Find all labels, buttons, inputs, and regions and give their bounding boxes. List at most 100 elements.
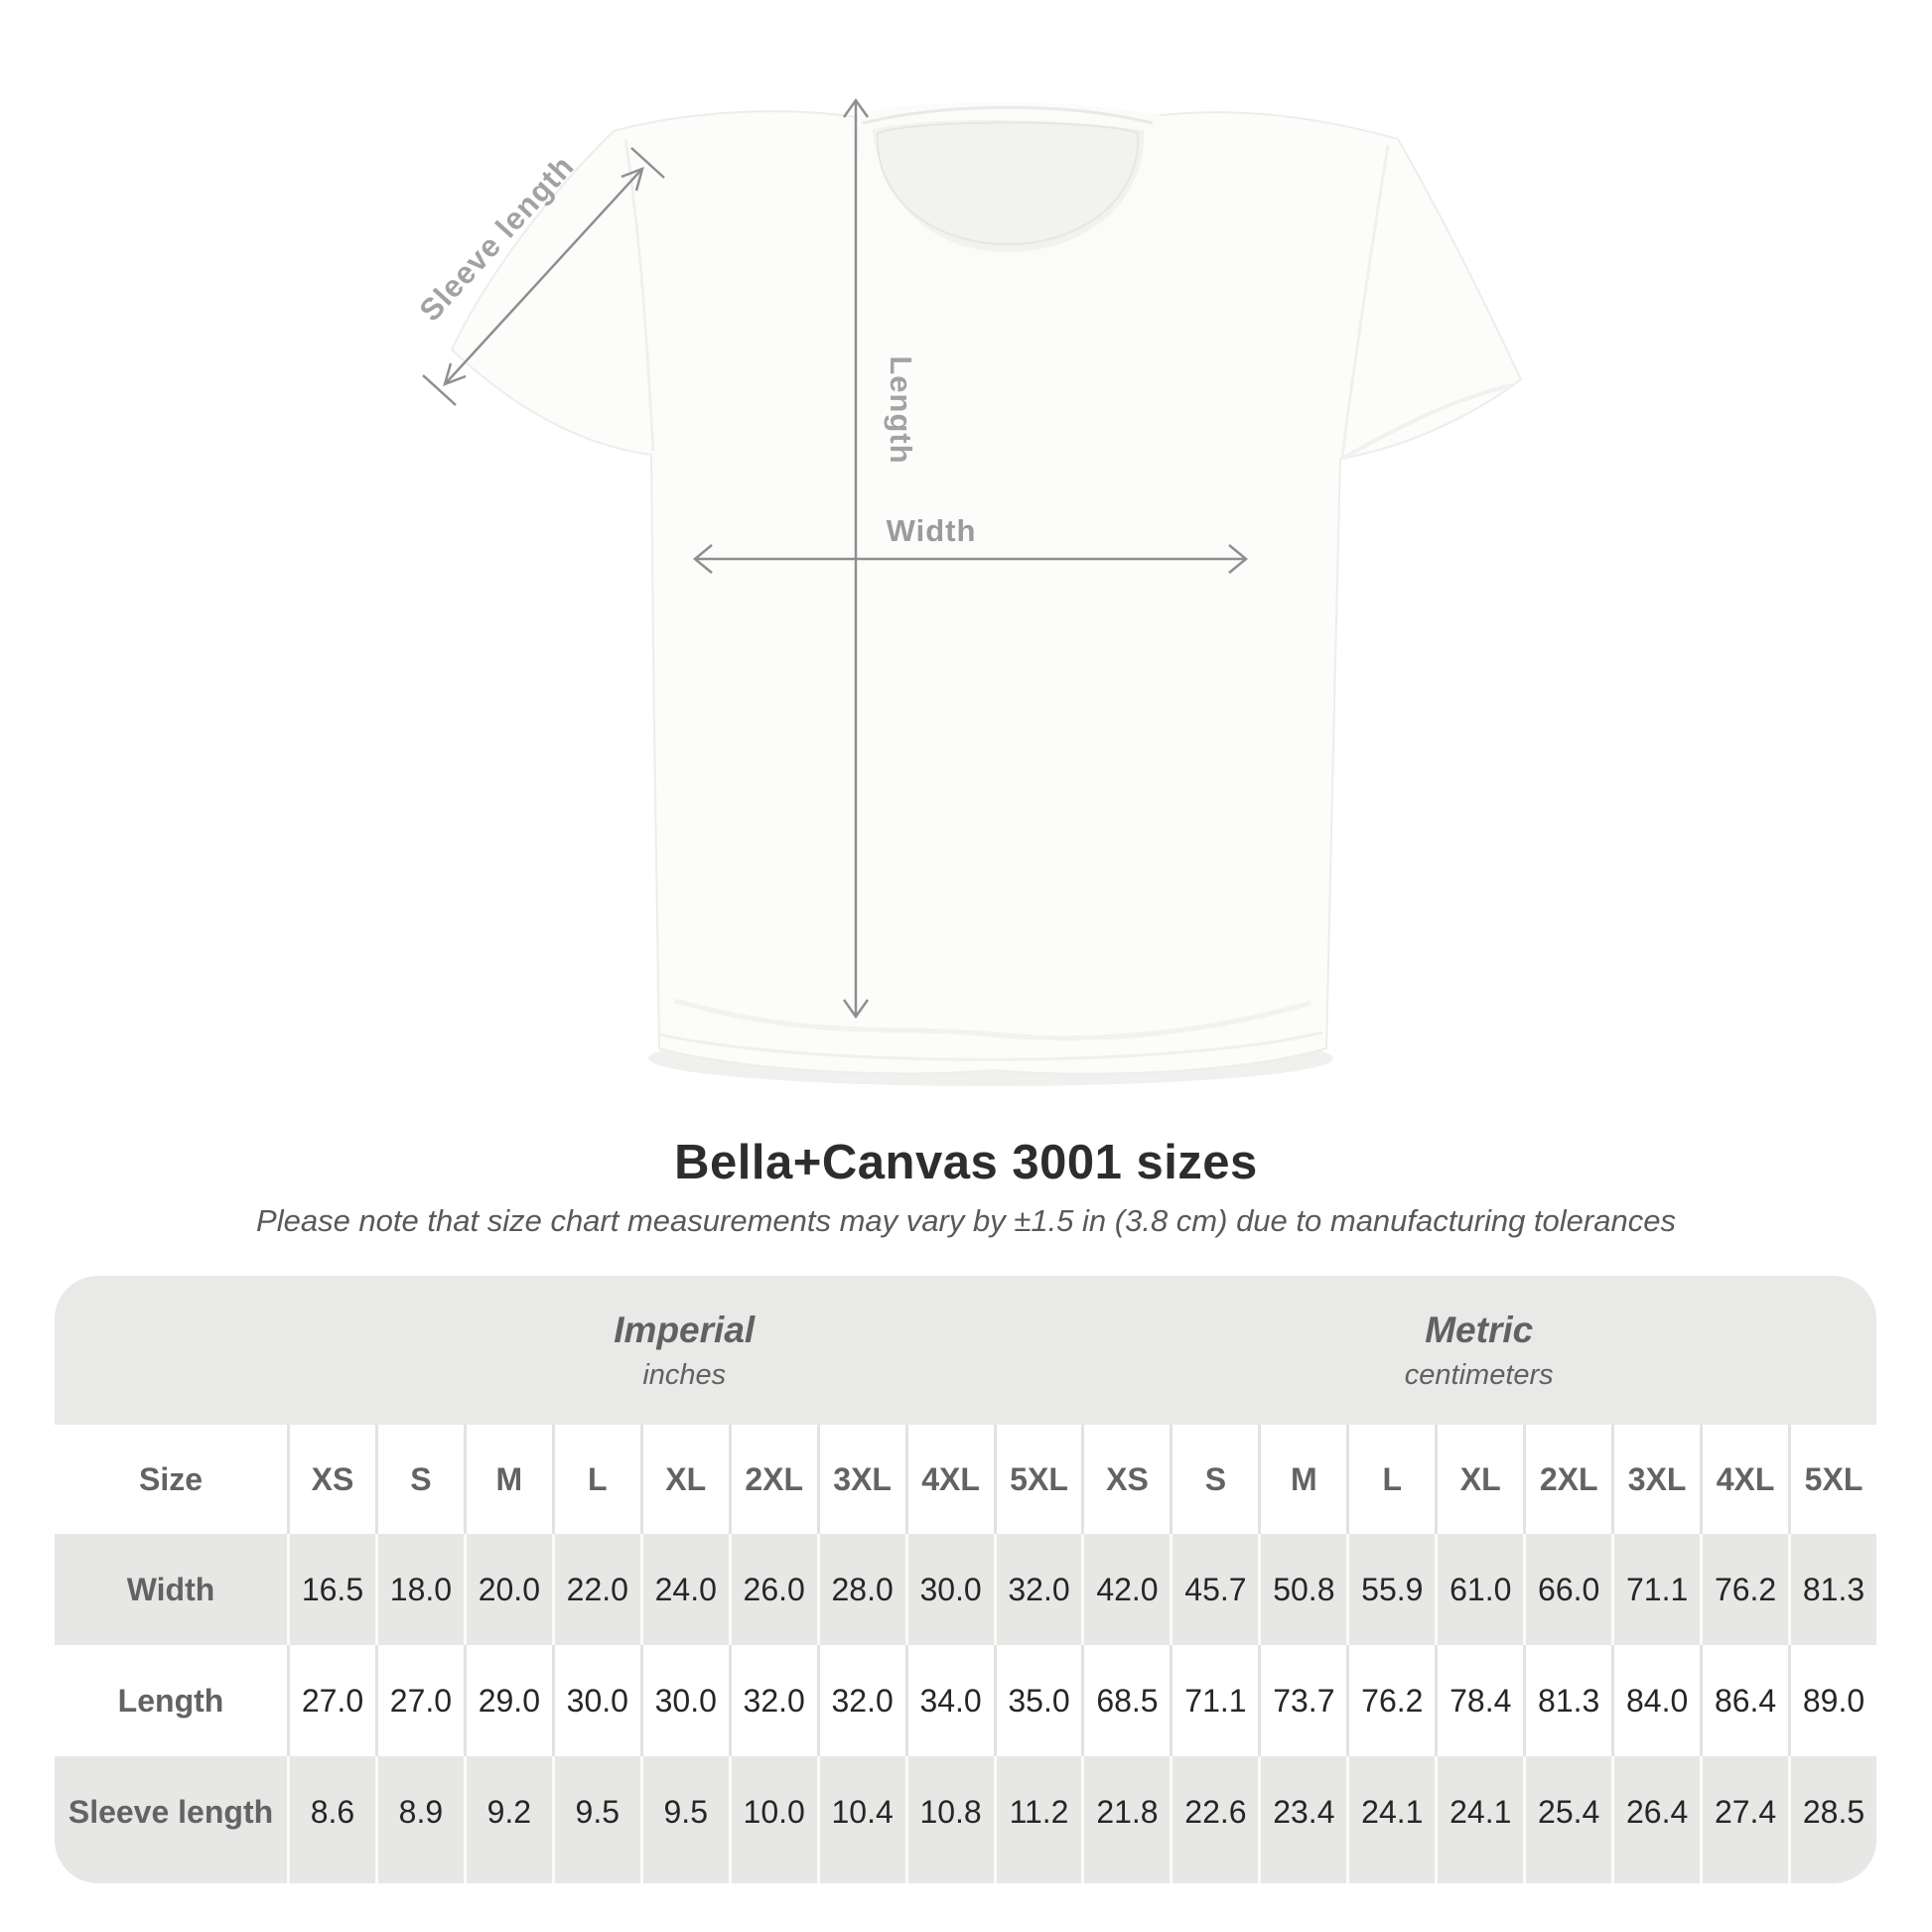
value-cell: 26.4 bbox=[1611, 1756, 1701, 1883]
unit-band-metric: Metric centimeters bbox=[1081, 1276, 1876, 1425]
page-title: Bella+Canvas 3001 sizes bbox=[674, 1136, 1258, 1189]
value-cell: 81.3 bbox=[1523, 1645, 1612, 1756]
hem-fold bbox=[674, 998, 1311, 1041]
value-cell: 55.9 bbox=[1346, 1534, 1436, 1645]
value-cell: 66.0 bbox=[1523, 1534, 1612, 1645]
value-cell: 34.0 bbox=[904, 1645, 994, 1756]
value-cell: 61.0 bbox=[1435, 1534, 1524, 1645]
value-cell: 78.4 bbox=[1435, 1645, 1524, 1756]
value-cell: 8.6 bbox=[287, 1756, 375, 1883]
size-header: XL bbox=[639, 1425, 729, 1534]
value-cell: 45.7 bbox=[1170, 1534, 1259, 1645]
row-label: Length bbox=[55, 1645, 287, 1756]
value-cell: 10.8 bbox=[904, 1756, 994, 1883]
size-header: 2XL bbox=[1523, 1425, 1612, 1534]
right-sleeve-seam bbox=[1340, 144, 1390, 458]
size-header: 3XL bbox=[816, 1425, 905, 1534]
value-cell: 16.5 bbox=[287, 1534, 375, 1645]
value-cell: 28.0 bbox=[816, 1534, 905, 1645]
value-cell: 76.2 bbox=[1700, 1534, 1789, 1645]
size-header: 3XL bbox=[1611, 1425, 1701, 1534]
size-header: 5XL bbox=[993, 1425, 1082, 1534]
imperial-label: Imperial bbox=[614, 1309, 756, 1350]
unit-band-spacer bbox=[55, 1276, 287, 1425]
value-cell: 29.0 bbox=[463, 1645, 552, 1756]
size-header: 4XL bbox=[904, 1425, 994, 1534]
value-cell: 32.0 bbox=[816, 1645, 905, 1756]
value-cell: 42.0 bbox=[1081, 1534, 1171, 1645]
value-cell: 26.0 bbox=[728, 1534, 817, 1645]
value-cell: 27.0 bbox=[374, 1645, 464, 1756]
hem-seam bbox=[658, 1031, 1323, 1061]
value-cell: 89.0 bbox=[1788, 1645, 1876, 1756]
value-cell: 35.0 bbox=[993, 1645, 1082, 1756]
value-cell: 22.6 bbox=[1170, 1756, 1259, 1883]
value-cell: 18.0 bbox=[374, 1534, 464, 1645]
size-header: 2XL bbox=[728, 1425, 817, 1534]
size-table: Imperial inches Metric centimeters Size X… bbox=[55, 1276, 1876, 1883]
collar-band bbox=[853, 102, 1163, 271]
size-header: L bbox=[1346, 1425, 1436, 1534]
collar-seam bbox=[876, 121, 1140, 246]
size-header: S bbox=[374, 1425, 464, 1534]
value-cell: 23.4 bbox=[1258, 1756, 1347, 1883]
value-cell: 10.0 bbox=[728, 1756, 817, 1883]
page-subtitle: Please note that size chart measurements… bbox=[256, 1203, 1676, 1238]
value-cell: 50.8 bbox=[1258, 1534, 1347, 1645]
value-cell: 24.0 bbox=[639, 1534, 729, 1645]
unit-band-imperial: Imperial inches bbox=[287, 1276, 1081, 1425]
value-cell: 86.4 bbox=[1700, 1645, 1789, 1756]
left-sleeve-seam bbox=[623, 138, 655, 453]
value-cell: 24.1 bbox=[1435, 1756, 1524, 1883]
collar-back-line bbox=[862, 105, 1154, 125]
tshirt-diagram: Sleeve length Length Width bbox=[412, 97, 1523, 1086]
size-header: M bbox=[463, 1425, 552, 1534]
size-corner-header: Size bbox=[55, 1425, 287, 1534]
sleeve-length-arrow bbox=[422, 147, 665, 406]
size-header: S bbox=[1170, 1425, 1259, 1534]
size-header: M bbox=[1258, 1425, 1347, 1534]
value-cell: 30.0 bbox=[639, 1645, 729, 1756]
row-label: Width bbox=[55, 1534, 287, 1645]
width-arrow bbox=[693, 544, 1248, 574]
metric-label: Metric bbox=[1425, 1309, 1534, 1350]
length-label: Length bbox=[884, 355, 918, 464]
imperial-unit: inches bbox=[642, 1358, 727, 1391]
width-label: Width bbox=[887, 513, 977, 548]
value-cell: 73.7 bbox=[1258, 1645, 1347, 1756]
right-sleeve-hem bbox=[1341, 383, 1514, 461]
value-cell: 76.2 bbox=[1346, 1645, 1436, 1756]
value-cell: 9.5 bbox=[551, 1756, 640, 1883]
metric-unit: centimeters bbox=[1404, 1358, 1554, 1391]
value-cell: 84.0 bbox=[1611, 1645, 1701, 1756]
value-cell: 21.8 bbox=[1081, 1756, 1171, 1883]
value-cell: 11.2 bbox=[993, 1756, 1082, 1883]
value-cell: 68.5 bbox=[1081, 1645, 1171, 1756]
size-header: XS bbox=[1081, 1425, 1171, 1534]
value-cell: 25.4 bbox=[1523, 1756, 1612, 1883]
value-cell: 30.0 bbox=[551, 1645, 640, 1756]
size-header: 4XL bbox=[1700, 1425, 1789, 1534]
collar-opening bbox=[863, 111, 1154, 261]
value-cell: 28.5 bbox=[1788, 1756, 1876, 1883]
value-cell: 9.2 bbox=[463, 1756, 552, 1883]
row-label: Sleeve length bbox=[55, 1756, 287, 1883]
value-cell: 20.0 bbox=[463, 1534, 552, 1645]
value-cell: 22.0 bbox=[551, 1534, 640, 1645]
value-cell: 81.3 bbox=[1788, 1534, 1876, 1645]
size-header: 5XL bbox=[1788, 1425, 1876, 1534]
tshirt-graphic bbox=[450, 102, 1523, 1075]
size-header: XL bbox=[1435, 1425, 1524, 1534]
value-cell: 27.0 bbox=[287, 1645, 375, 1756]
size-header: L bbox=[551, 1425, 640, 1534]
value-cell: 71.1 bbox=[1611, 1534, 1701, 1645]
value-cell: 9.5 bbox=[639, 1756, 729, 1883]
tshirt-diagram-svg: Sleeve length Length Width bbox=[412, 97, 1523, 1086]
value-cell: 30.0 bbox=[904, 1534, 994, 1645]
value-cell: 8.9 bbox=[374, 1756, 464, 1883]
value-cell: 32.0 bbox=[993, 1534, 1082, 1645]
value-cell: 27.4 bbox=[1700, 1756, 1789, 1883]
value-cell: 24.1 bbox=[1346, 1756, 1436, 1883]
size-header: XS bbox=[287, 1425, 375, 1534]
value-cell: 10.4 bbox=[816, 1756, 905, 1883]
